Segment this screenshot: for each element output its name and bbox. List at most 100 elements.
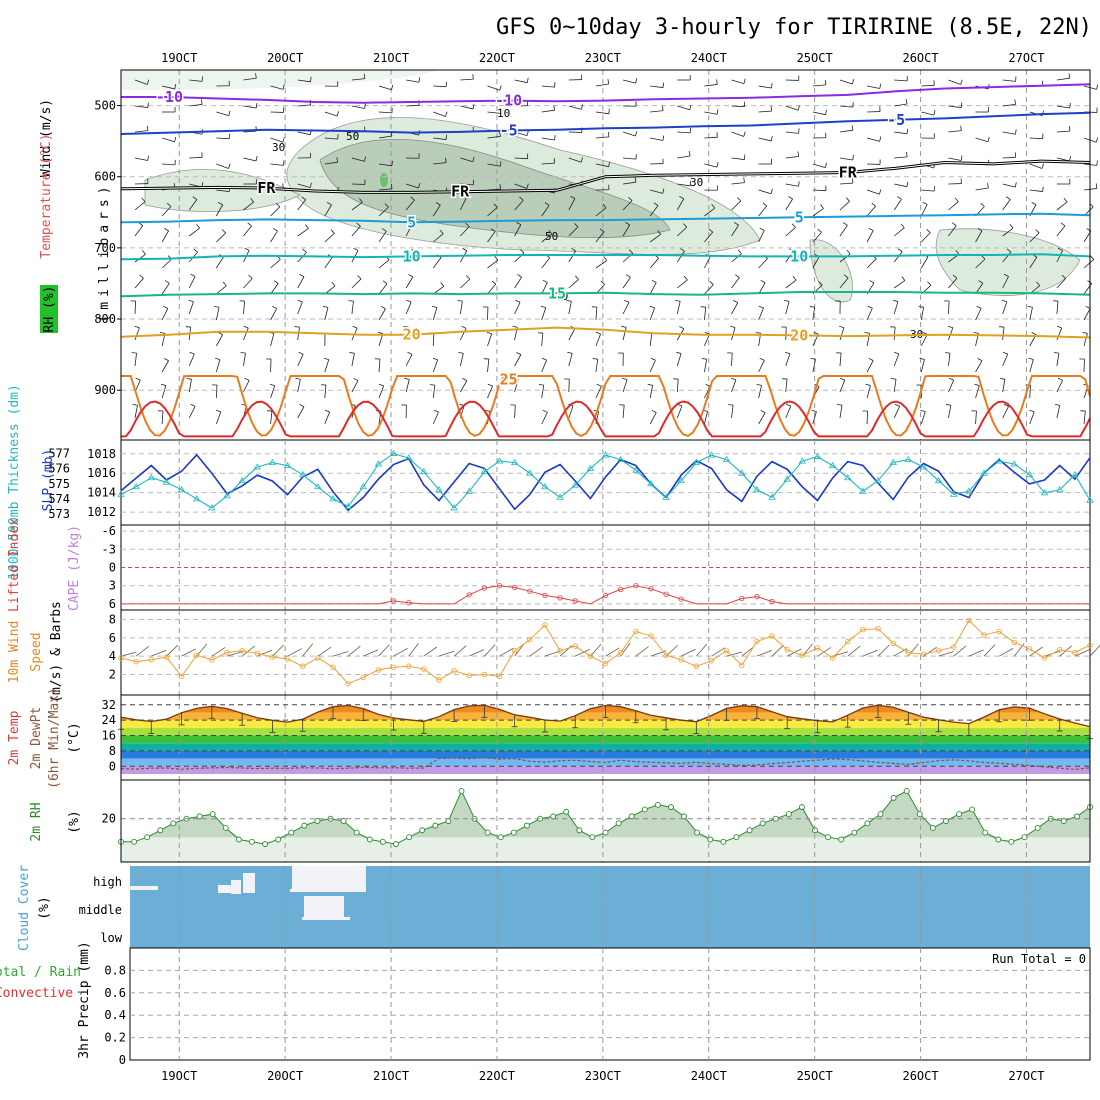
wind-barb [948, 105, 962, 108]
wind-barb-flag [384, 203, 389, 208]
wind-barb-flag [193, 248, 198, 253]
wind-barb-flag [519, 196, 524, 201]
temp-band [121, 743, 1090, 751]
wind-barb-flag [760, 280, 766, 284]
wind-barb-flag [810, 357, 816, 360]
date-label-top: 20OCT [267, 51, 303, 65]
wind-barb [297, 79, 311, 83]
rh2m-marker [1060, 818, 1067, 824]
thickness-marker [889, 458, 897, 466]
rh2m-marker [825, 834, 832, 841]
wind-barb [405, 354, 413, 367]
wind-barb [676, 250, 685, 263]
wind-barb-flag [770, 135, 773, 142]
thickness-axis-label: 1000-500mb Thickness (dm) [7, 384, 22, 580]
wind-barb [134, 157, 148, 161]
rh2m-marker [550, 813, 557, 820]
wind-barb-flag [1036, 281, 1041, 286]
rh2m-marker [366, 836, 373, 843]
wind10m-marker [905, 649, 912, 656]
wind-barb-flag [1054, 403, 1060, 406]
thickness-marker [919, 463, 928, 470]
wind-barb [704, 111, 718, 115]
temp-contour-label: FR [839, 163, 858, 181]
wind-barb-flag [192, 196, 198, 200]
wind-barb [677, 131, 691, 134]
wind-barb-flag [174, 136, 177, 142]
wind-barb-flag [512, 325, 518, 328]
thickness-marker [965, 487, 973, 494]
rh2m-marker [641, 806, 648, 813]
axis-tick-label: 2 [109, 668, 116, 682]
wind-barb [487, 333, 493, 347]
wind-barb [188, 227, 200, 237]
wind-barb [351, 301, 354, 315]
wind-barb-flag [461, 195, 467, 199]
thickness-marker [147, 473, 155, 481]
wind-barb [378, 135, 392, 139]
wind-barb-flag [919, 357, 925, 360]
wind-barb-flag [353, 377, 359, 381]
wind-barb-flag [602, 203, 607, 209]
wind-barb [324, 307, 329, 321]
wind-barb-flag [1003, 403, 1009, 407]
axis-tick-label: 8 [109, 744, 116, 758]
wind-barb-flag [331, 281, 336, 287]
cloud-unit-label: (%) [37, 896, 52, 919]
wind-barb [432, 332, 435, 347]
wind-barb [649, 385, 654, 399]
date-label-top: 19OCT [161, 51, 197, 65]
axis-tick-label: 6 [109, 631, 116, 645]
wind10m-marker [617, 649, 624, 656]
wind-barb [460, 380, 468, 393]
precip-grid [130, 948, 1090, 1060]
wind-barb [893, 301, 899, 315]
wind-barb-flag [716, 79, 718, 85]
wind-barb-flag [840, 377, 845, 381]
wind-barb-flag [353, 247, 359, 251]
wind-barb-flag [431, 305, 437, 308]
wind-barb [948, 130, 962, 133]
date-label-top: 25OCT [797, 51, 833, 65]
wind-axis-label: Wind (m/s) [39, 99, 54, 177]
wind-barb [1029, 137, 1043, 140]
wind-barb [541, 85, 555, 88]
wind-barb-flag [228, 163, 231, 169]
wind-barb [216, 137, 230, 140]
rh2m-marker [733, 834, 740, 841]
wind-barb [351, 353, 355, 367]
wind10m-barb [1074, 649, 1090, 657]
wind-barb [1083, 333, 1088, 347]
wind-barb [731, 131, 744, 137]
wind-barb-flag [214, 305, 220, 308]
wind-barb-flag [571, 248, 576, 252]
wind10m-barb [892, 648, 908, 657]
thickness-marker [950, 490, 958, 497]
date-label-bottom: 22OCT [479, 1069, 515, 1083]
wind-barb-flag [491, 280, 497, 285]
wind-barb [595, 83, 609, 87]
wind-barb [162, 163, 176, 166]
rh2m-marker [1034, 824, 1041, 831]
wind-barb-flag [214, 357, 221, 360]
wind10m-marker [360, 674, 366, 680]
wind-barb-flag [926, 228, 931, 233]
wind-barb-flag [1003, 273, 1009, 277]
wind-barb-flag [574, 275, 579, 280]
rh-contour-label: 50 [545, 230, 558, 243]
wind-barb-flag [302, 248, 307, 253]
rh2m-marker [563, 808, 570, 815]
thickness-marker [798, 457, 807, 464]
wind10m-barb [847, 645, 861, 657]
thickness-marker [117, 490, 125, 497]
wind-barb-flag [163, 305, 168, 309]
wind-barb-flag [731, 377, 737, 381]
wind-barb [216, 189, 230, 192]
axis-tick-label: 700 [94, 241, 116, 255]
wind-barb [161, 360, 169, 373]
wind-barb [487, 259, 499, 269]
rh2m-marker [785, 811, 792, 818]
wind-barb-flag [628, 196, 633, 201]
wind-barb-flag [146, 125, 149, 131]
